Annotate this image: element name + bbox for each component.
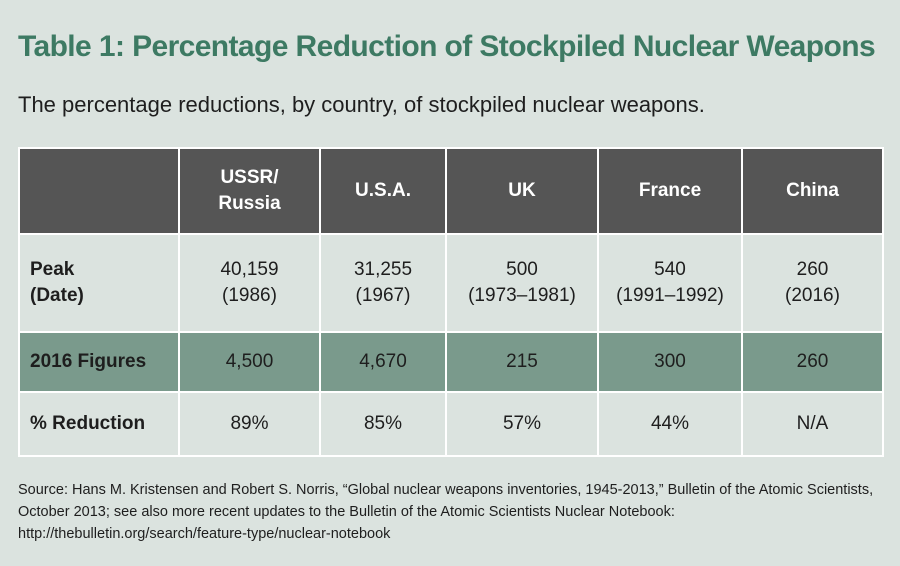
cell-2016-china: 260 (741, 331, 884, 393)
cell-2016-france: 300 (597, 331, 743, 393)
source-note: Source: Hans M. Kristensen and Robert S.… (18, 482, 874, 542)
header-china: China (741, 147, 884, 235)
table-row-reduction: % Reduction 89% 85% 57% 44% N/A (18, 391, 884, 457)
cell-peak-usa: 31,255 (1967) (319, 233, 447, 333)
cell-date: (1986) (222, 285, 277, 306)
header-uk: UK (445, 147, 599, 235)
table-row-2016-figures: 2016 Figures 4,500 4,670 215 300 260 (18, 331, 884, 393)
row-label-line1: Peak (30, 259, 75, 280)
cell-2016-ussr: 4,500 (178, 331, 321, 393)
header-label-line1: China (786, 180, 839, 201)
header-label-line1: USSR/ (220, 167, 279, 188)
cell-peak-china: 260 (2016) (741, 233, 884, 333)
cell-date: (2016) (785, 285, 840, 306)
header-usa: U.S.A. (319, 147, 447, 235)
cell-2016-uk: 215 (445, 331, 599, 393)
row-label-2016-figures: 2016 Figures (18, 331, 180, 393)
table-row-peak: Peak (Date) 40,159 (1986) 31,255 (1967) … (18, 233, 884, 333)
cell-value: 31,255 (353, 259, 413, 280)
cell-reduction-usa: 85% (319, 391, 447, 457)
cell-date: (1991–1992) (616, 285, 724, 306)
cell-value: 260 (796, 259, 829, 280)
header-label-line1: U.S.A. (355, 180, 411, 201)
cell-reduction-uk: 57% (445, 391, 599, 457)
cell-reduction-ussr: 89% (178, 391, 321, 457)
cell-reduction-france: 44% (597, 391, 743, 457)
header-ussr-russia: USSR/ Russia (178, 147, 321, 235)
row-label-line2: (Date) (30, 285, 84, 306)
table-title: Table 1: Percentage Reduction of Stockpi… (18, 30, 876, 63)
cell-value: 540 (654, 259, 686, 280)
header-row: USSR/ Russia U.S.A. UK France China (18, 147, 884, 235)
cell-2016-usa: 4,670 (319, 331, 447, 393)
cell-peak-uk: 500 (1973–1981) (445, 233, 599, 333)
header-label-line1: France (638, 180, 702, 201)
cell-value: 500 (506, 259, 538, 280)
cell-reduction-china: N/A (741, 391, 884, 457)
header-france: France (597, 147, 743, 235)
header-corner (18, 147, 180, 235)
row-label-reduction: % Reduction (18, 391, 180, 457)
cell-date: (1967) (355, 285, 411, 306)
table-subtitle: The percentage reductions, by country, o… (18, 92, 705, 117)
row-label-peak: Peak (Date) (18, 233, 180, 333)
stockpile-table: USSR/ Russia U.S.A. UK France China Peak… (18, 147, 884, 457)
cell-peak-france: 540 (1991–1992) (597, 233, 743, 333)
header-label-line1: UK (508, 180, 536, 201)
cell-value: 40,159 (220, 259, 279, 280)
header-label-line2: Russia (218, 193, 281, 214)
cell-date: (1973–1981) (468, 285, 576, 306)
cell-peak-ussr: 40,159 (1986) (178, 233, 321, 333)
